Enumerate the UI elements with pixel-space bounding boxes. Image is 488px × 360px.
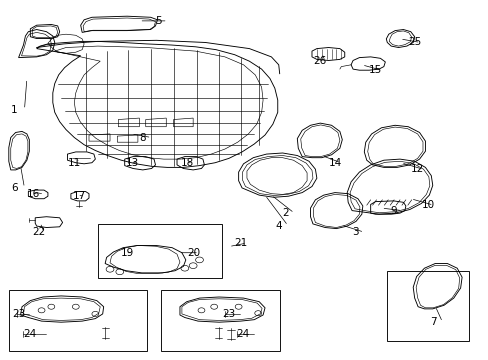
Text: 2: 2 [282, 208, 288, 218]
Text: 11: 11 [67, 158, 81, 168]
Text: 21: 21 [234, 238, 247, 248]
Text: 6: 6 [11, 183, 18, 193]
Bar [9, 290, 146, 351]
Text: 7: 7 [429, 317, 436, 327]
Text: 5: 5 [155, 16, 162, 26]
Text: 26: 26 [312, 56, 325, 66]
Text: 23: 23 [222, 309, 235, 319]
Text: 24: 24 [23, 329, 37, 339]
Text: 10: 10 [421, 200, 434, 210]
Text: 22: 22 [32, 227, 45, 237]
Text: 1: 1 [11, 105, 18, 115]
Text: 24: 24 [236, 329, 249, 339]
Bar [161, 290, 279, 351]
Text: 19: 19 [121, 248, 134, 258]
Text: 14: 14 [328, 158, 341, 168]
Text: 23: 23 [12, 309, 25, 319]
Text: 9: 9 [389, 206, 396, 216]
Text: 4: 4 [275, 221, 282, 231]
Bar [98, 224, 222, 278]
Text: 20: 20 [186, 248, 200, 258]
Text: 12: 12 [410, 164, 423, 174]
Text: 16: 16 [27, 189, 40, 199]
Text: 17: 17 [72, 191, 85, 201]
Text: 25: 25 [407, 37, 421, 48]
Text: 18: 18 [181, 158, 194, 168]
Text: 13: 13 [126, 158, 139, 168]
Text: 8: 8 [139, 132, 146, 143]
Text: 15: 15 [368, 65, 382, 75]
Bar [386, 271, 468, 341]
Text: 3: 3 [351, 227, 358, 237]
